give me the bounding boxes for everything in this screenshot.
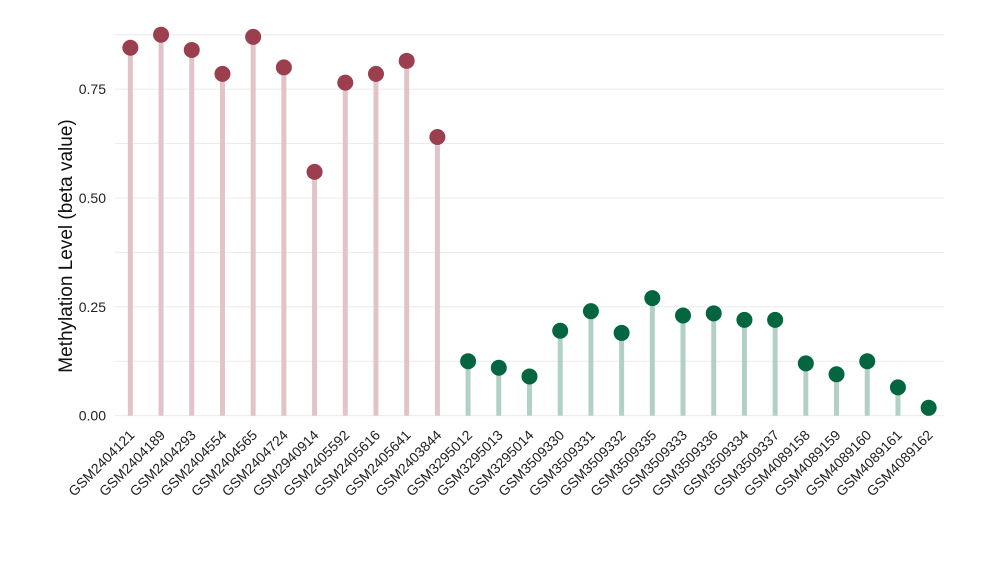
point-GSM3509332 xyxy=(613,324,630,341)
point-GSM4089162 xyxy=(920,399,937,416)
point-GSM3509330 xyxy=(552,322,569,339)
y-tick-label-1: 0.25 xyxy=(79,299,106,315)
lollipop-stems xyxy=(127,34,932,416)
point-GSM3509337 xyxy=(767,311,784,328)
point-GSM2403844 xyxy=(429,129,446,146)
point-GSM3509335 xyxy=(644,290,661,307)
lollipop-points xyxy=(122,26,937,416)
point-GSM4089160 xyxy=(859,353,876,370)
point-GSM3295012 xyxy=(460,353,477,370)
point-GSM4089159 xyxy=(828,366,845,383)
point-GSM4089158 xyxy=(797,355,814,372)
point-GSM3295014 xyxy=(521,368,538,385)
point-GSM2404293 xyxy=(183,41,200,58)
y-axis-ticks: 0.00 0.25 0.50 0.75 xyxy=(79,81,106,424)
point-GSM2405592 xyxy=(337,74,354,91)
y-tick-label-2: 0.50 xyxy=(79,190,106,206)
point-GSM3509336 xyxy=(705,305,722,322)
x-axis-labels: GSM2404121GSM2404189GSM2404293GSM2404554… xyxy=(65,427,936,500)
point-GSM2404724 xyxy=(275,59,292,76)
y-tick-label-3: 0.75 xyxy=(79,81,106,97)
point-GSM2404565 xyxy=(245,28,262,45)
point-GSM2405616 xyxy=(367,65,384,82)
point-GSM2404121 xyxy=(122,39,139,56)
grid-lines xyxy=(115,34,944,417)
point-GSM3295013 xyxy=(490,359,507,376)
point-GSM2404554 xyxy=(214,65,231,82)
y-tick-label-0: 0.00 xyxy=(79,408,106,424)
point-GSM2940914 xyxy=(306,163,323,180)
point-GSM2405641 xyxy=(398,52,415,69)
y-axis-title: Methylation Level (beta value) xyxy=(56,119,77,372)
point-GSM3509334 xyxy=(736,311,753,328)
point-GSM3509331 xyxy=(582,303,599,320)
point-GSM4089161 xyxy=(889,379,906,396)
point-GSM3509333 xyxy=(675,307,692,324)
point-GSM2404189 xyxy=(153,26,170,43)
